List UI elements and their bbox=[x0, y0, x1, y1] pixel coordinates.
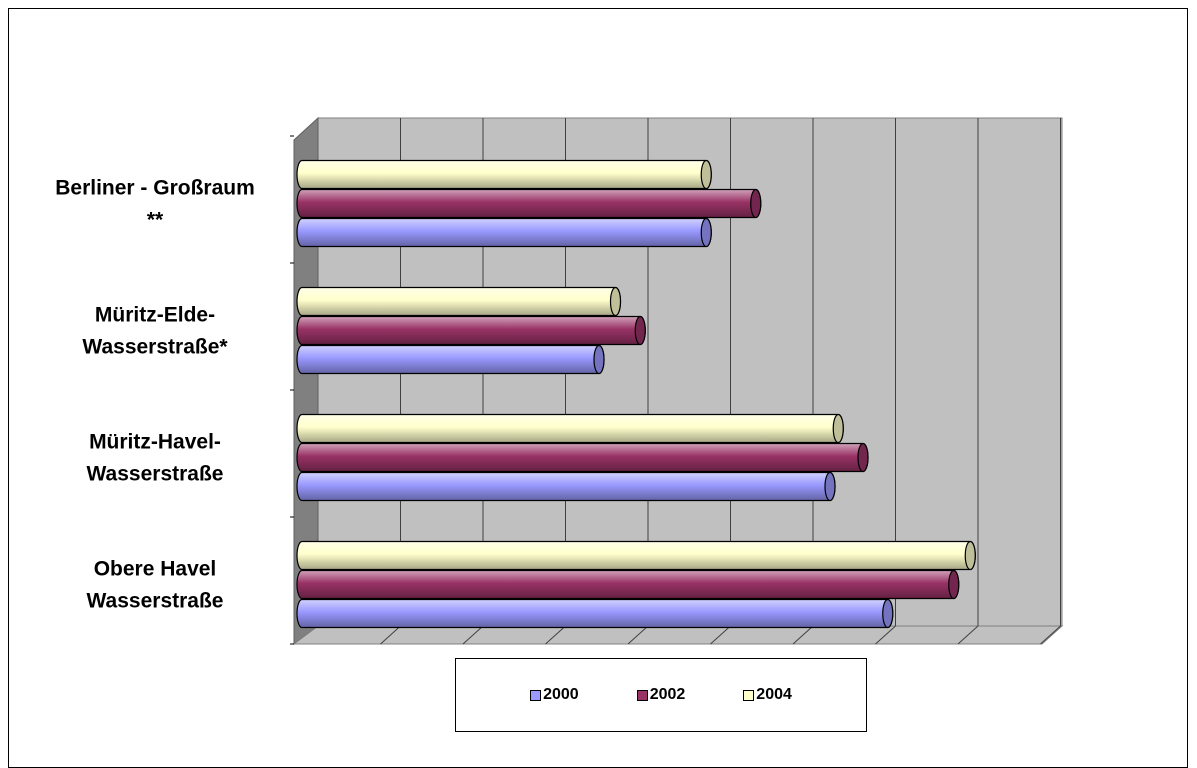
bar-end-2000-2 bbox=[824, 471, 836, 502]
bar-2002-0 bbox=[296, 188, 762, 219]
floor-gridline bbox=[545, 625, 566, 645]
legend-swatch-2002 bbox=[636, 689, 648, 701]
bar-2000-1 bbox=[296, 344, 605, 375]
floor-gridline bbox=[1040, 625, 1061, 645]
bar-end-2002-0 bbox=[750, 188, 762, 219]
bar-chart: Berliner - Großraum ** Müritz-Elde- Wassers… bbox=[55, 116, 1064, 645]
category-label: Wasserstraße bbox=[87, 590, 224, 613]
category-label: Obere Havel bbox=[94, 558, 217, 581]
bar-end-2000-0 bbox=[700, 217, 712, 248]
bar-end-2004-2 bbox=[832, 413, 844, 444]
floor-gridline bbox=[957, 625, 979, 645]
category-label: Wasserstraße* bbox=[82, 336, 228, 359]
legend-swatch-2000 bbox=[530, 689, 542, 701]
bar-end-2000-1 bbox=[593, 344, 605, 375]
category-label: Müritz-Havel- bbox=[89, 431, 221, 454]
floor-gridline bbox=[875, 625, 896, 645]
bar-end-2004-0 bbox=[700, 159, 712, 190]
bar-2002-1 bbox=[296, 315, 646, 346]
legend-swatch-2004 bbox=[743, 689, 755, 701]
bar-end-2002-1 bbox=[634, 315, 646, 346]
bar-2000-3 bbox=[296, 598, 894, 629]
floor-gridline bbox=[792, 625, 814, 645]
bar-end-2002-2 bbox=[857, 442, 869, 473]
bar-2000-0 bbox=[296, 217, 712, 248]
bar-end-2004-3 bbox=[964, 540, 976, 571]
category-label: Berliner - Großraum bbox=[55, 177, 255, 200]
bar-2004-2 bbox=[296, 413, 844, 444]
floor-gridline bbox=[462, 625, 484, 645]
floor-gridline bbox=[710, 625, 731, 645]
legend-label-2004: 2004 bbox=[756, 686, 792, 703]
legend: 2000 2002 2004 bbox=[455, 658, 867, 732]
legend-item-2004: 2004 bbox=[743, 686, 792, 704]
bar-end-2000-3 bbox=[882, 598, 894, 629]
legend-label-2002: 2002 bbox=[649, 686, 686, 703]
legend-label-2000: 2000 bbox=[543, 686, 579, 703]
category-label: Müritz-Elde- bbox=[95, 304, 215, 327]
bar-2002-3 bbox=[296, 569, 960, 600]
bar-2004-1 bbox=[296, 286, 622, 317]
bar-2004-3 bbox=[296, 540, 976, 571]
bar-end-2004-1 bbox=[609, 286, 622, 317]
floor-gridline bbox=[380, 625, 401, 645]
bar-2000-2 bbox=[296, 471, 836, 502]
bar-2002-2 bbox=[296, 442, 869, 473]
floor-gridline bbox=[627, 625, 649, 645]
category-label: ** bbox=[147, 209, 164, 232]
bar-end-2002-3 bbox=[948, 569, 960, 600]
category-label: Wasserstraße bbox=[87, 463, 224, 486]
legend-item-2002: 2002 bbox=[636, 686, 686, 704]
legend-item-2000: 2000 bbox=[530, 686, 579, 704]
plot-floor bbox=[292, 625, 1064, 645]
bar-2004-0 bbox=[296, 159, 712, 190]
